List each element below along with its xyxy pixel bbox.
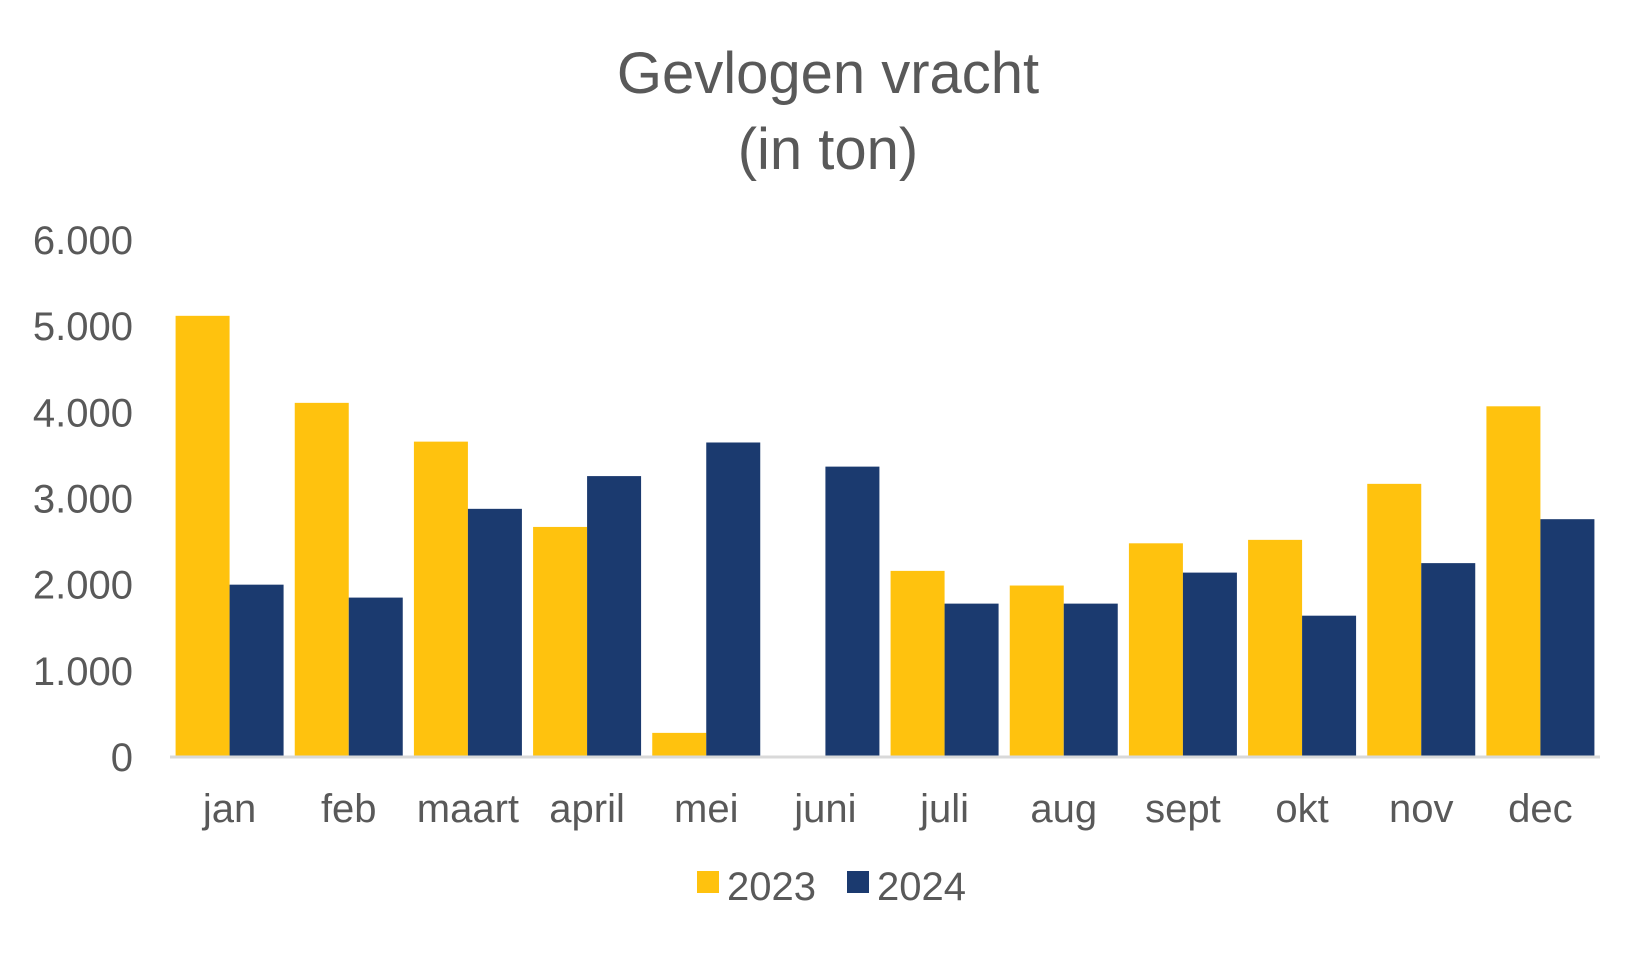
- bar-2024-dec: [1540, 519, 1595, 757]
- bar-2024-okt: [1302, 615, 1357, 757]
- x-tick-label: mei: [674, 787, 738, 831]
- chart-subtitle: (in ton): [738, 117, 919, 182]
- bar-2024-juli: [944, 603, 999, 757]
- bar-2023-juli: [890, 570, 945, 757]
- bar-2024-nov: [1421, 563, 1476, 757]
- bar-2023-jan: [175, 315, 230, 757]
- bar-2024-mei: [706, 442, 761, 757]
- x-tick-label: nov: [1389, 787, 1454, 831]
- x-tick-label: okt: [1275, 787, 1328, 831]
- chart-title: Gevlogen vracht: [617, 41, 1039, 106]
- bar-2024-april: [587, 476, 642, 757]
- bar-2023-april: [533, 526, 588, 757]
- x-tick-label: juli: [919, 787, 969, 831]
- bar-2023-mei: [652, 732, 707, 757]
- y-tick-label: 1.000: [33, 650, 133, 694]
- y-axis-ticks: 0 1.000 2.000 3.000 4.000 5.000 6.000: [33, 219, 133, 780]
- bar-2024-feb: [348, 597, 403, 757]
- y-tick-label: 2.000: [33, 564, 133, 608]
- y-tick-label: 5.000: [33, 305, 133, 349]
- bar-2023-maart: [413, 441, 468, 757]
- y-tick-label: 0: [111, 736, 133, 780]
- bar-2023-nov: [1367, 483, 1422, 757]
- x-tick-label: juni: [793, 787, 856, 831]
- x-tick-label: maart: [417, 787, 519, 831]
- legend: 2023 2024: [697, 865, 966, 909]
- bar-2024-jan: [229, 584, 284, 757]
- bar-2023-dec: [1486, 406, 1541, 757]
- bar-2023-feb: [294, 402, 349, 757]
- legend-swatch-2024: [847, 871, 869, 893]
- bar-2023-okt: [1248, 539, 1303, 757]
- legend-label-2023: 2023: [727, 865, 816, 909]
- x-tick-label: dec: [1508, 787, 1573, 831]
- y-tick-label: 3.000: [33, 478, 133, 522]
- bars: [175, 315, 1595, 757]
- x-tick-label: aug: [1030, 787, 1097, 831]
- bar-2024-sept: [1182, 572, 1237, 757]
- y-tick-label: 6.000: [33, 219, 133, 263]
- bar-2024-maart: [467, 508, 522, 757]
- x-tick-label: sept: [1145, 787, 1221, 831]
- bar-2023-sept: [1128, 543, 1183, 757]
- x-tick-label: april: [549, 787, 625, 831]
- y-tick-label: 4.000: [33, 391, 133, 435]
- legend-swatch-2023: [697, 871, 719, 893]
- x-tick-label: jan: [202, 787, 256, 831]
- x-tick-label: feb: [321, 787, 377, 831]
- bar-2024-aug: [1063, 603, 1118, 757]
- x-axis-ticks: jan feb maart april mei juni juli aug sept okt nov…: [202, 787, 1573, 831]
- legend-label-2024: 2024: [877, 865, 966, 909]
- bar-2024-juni: [825, 466, 880, 757]
- bar-2023-aug: [1009, 585, 1064, 757]
